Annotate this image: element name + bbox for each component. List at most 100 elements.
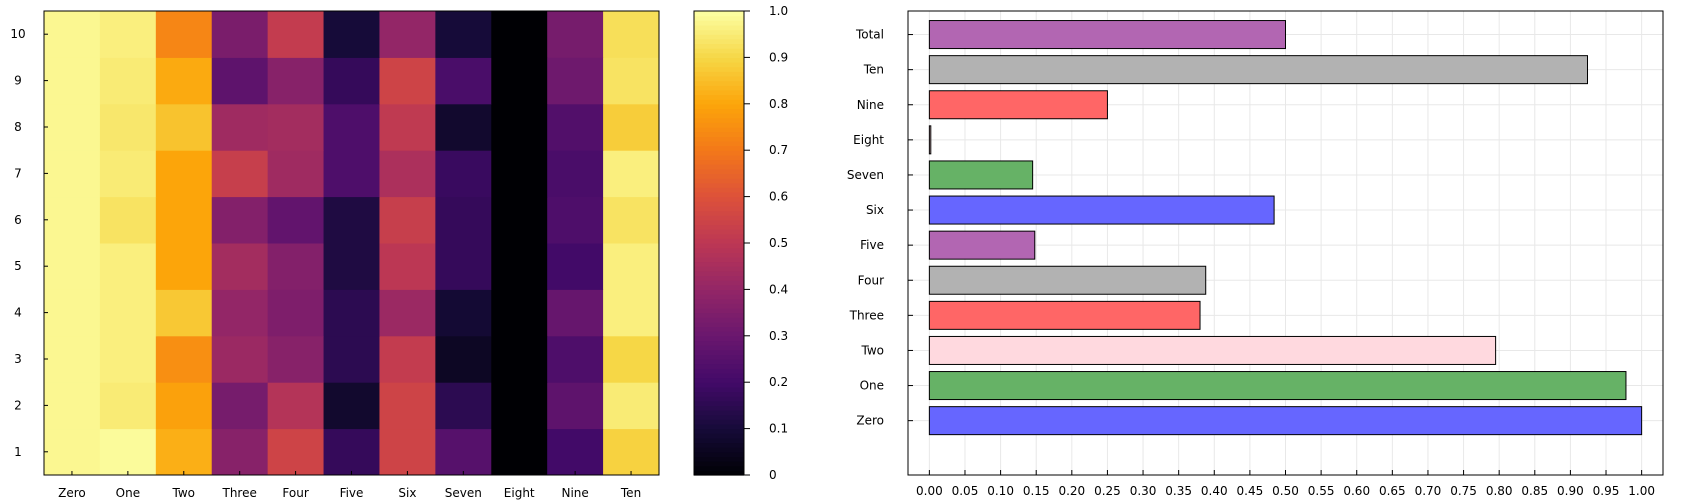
heatmap-cell xyxy=(267,428,325,476)
bar-y-tick-label: Two xyxy=(861,343,885,357)
colorbar-strip xyxy=(694,349,744,355)
heatmap-cell xyxy=(491,11,548,58)
heatmap-cell xyxy=(547,150,604,198)
heatmap-cell xyxy=(603,103,660,151)
bar xyxy=(928,230,1036,260)
heatmap-cell xyxy=(379,103,436,151)
heatmap-cell xyxy=(435,428,492,476)
heatmap-cell xyxy=(323,335,380,383)
heatmap-cell xyxy=(44,382,101,430)
heatmap-cell xyxy=(44,103,101,151)
colorbar-strip xyxy=(694,164,744,170)
heatmap-cell xyxy=(547,11,604,58)
colorbar-tick-label: 0 xyxy=(769,468,777,482)
colorbar-strip xyxy=(694,224,744,230)
heatmap-cell xyxy=(267,103,325,151)
colorbar-strip xyxy=(694,94,744,100)
bar xyxy=(928,90,1108,120)
heatmap-cell xyxy=(323,243,380,290)
bar xyxy=(928,371,1627,401)
heatmap-y-tick-label: 7 xyxy=(14,166,22,180)
colorbar-strip xyxy=(694,243,744,249)
colorbar-strip xyxy=(694,145,744,151)
colorbar-strip xyxy=(694,437,744,444)
colorbar-strip xyxy=(694,80,744,86)
colorbar-strip xyxy=(694,451,744,458)
bar-x-tick-label: 0.30 xyxy=(1130,484,1157,498)
bar-x-tick-label: 0.65 xyxy=(1379,484,1406,498)
colorbar-strip xyxy=(694,99,744,105)
heatmap-cell xyxy=(547,196,604,244)
heatmap-y-tick-label: 2 xyxy=(14,398,22,412)
heatmap-cell xyxy=(491,150,548,198)
heatmap-cell xyxy=(267,196,325,244)
heatmap-cell xyxy=(267,150,325,198)
heatmap-cell xyxy=(491,382,548,430)
heatmap-y-tick-label: 6 xyxy=(14,213,22,227)
heatmap-cell xyxy=(547,243,604,290)
colorbar-strip xyxy=(694,108,744,114)
heatmap-cell xyxy=(44,11,101,58)
colorbar-strip xyxy=(694,410,744,416)
bar-x-tick-label: 0.25 xyxy=(1094,484,1121,498)
bar-x-tick-label: 0.50 xyxy=(1272,484,1299,498)
colorbar-strip xyxy=(694,136,744,142)
bar-x-tick-label: 0.10 xyxy=(987,484,1014,498)
colorbar-strip xyxy=(694,294,744,300)
heatmap-cell xyxy=(435,335,492,383)
bar-x-tick-label: 0.70 xyxy=(1415,484,1442,498)
heatmap-y-tick-label: 8 xyxy=(14,120,22,134)
bar-y-tick-label: Nine xyxy=(857,98,884,112)
heatmap-cell xyxy=(99,57,157,105)
heatmap-cell xyxy=(603,428,660,476)
heatmap-x-tick-label: One xyxy=(116,486,140,500)
colorbar-strip xyxy=(694,280,744,286)
colorbar-strip xyxy=(694,182,744,188)
heatmap-x-tick-label: Four xyxy=(282,486,308,500)
heatmap-cell xyxy=(211,243,269,290)
bar-chart: Zero One Two Three Four Five Six Seven Eight Nine… xyxy=(847,10,1664,498)
heatmap-cell xyxy=(491,289,548,337)
heatmap-x-tick-label: Ten xyxy=(620,486,641,500)
heatmap-cell xyxy=(435,57,492,105)
heatmap-y-tick-label: 3 xyxy=(14,352,22,366)
colorbar-strip xyxy=(694,252,744,258)
colorbar-strip xyxy=(694,321,744,328)
colorbar-strip xyxy=(694,414,744,420)
heatmap-cell xyxy=(603,196,660,244)
bar-x-tick-label: 0.90 xyxy=(1557,484,1584,498)
bar-x-tick-label: 0.40 xyxy=(1201,484,1228,498)
heatmap-cell xyxy=(155,335,213,383)
heatmap-cell xyxy=(44,289,101,337)
colorbar-strip xyxy=(694,465,744,471)
heatmap-cell xyxy=(547,289,604,337)
colorbar-tick-label: 0.6 xyxy=(769,190,788,204)
heatmap-cell xyxy=(323,103,380,151)
heatmap-cell xyxy=(211,103,269,151)
colorbar-strip xyxy=(694,201,744,207)
heatmap-x-tick-label: Three xyxy=(221,486,256,500)
colorbar-strip xyxy=(694,196,744,202)
colorbar-tick-label: 0.4 xyxy=(769,282,788,296)
heatmap-cell xyxy=(547,335,604,383)
heatmap-cell xyxy=(435,382,492,430)
heatmap-cell xyxy=(211,11,269,58)
heatmap-cell xyxy=(547,57,604,105)
heatmap-cell xyxy=(603,382,660,430)
colorbar-strip xyxy=(694,62,744,68)
heatmap-cell xyxy=(323,289,380,337)
colorbar-strip xyxy=(694,38,744,45)
colorbar-tick-label: 0.8 xyxy=(769,97,788,111)
heatmap-cell xyxy=(603,335,660,383)
colorbar-strip xyxy=(694,159,744,165)
colorbar-strip xyxy=(694,423,744,430)
heatmap-cell xyxy=(99,103,157,151)
colorbar-strip xyxy=(694,191,744,198)
heatmap-cell xyxy=(99,428,157,476)
colorbar-strip xyxy=(694,284,744,290)
bar-y-tick-label: Three xyxy=(849,308,884,322)
bar xyxy=(928,265,1207,295)
heatmap-cell xyxy=(44,196,101,244)
colorbar-strip xyxy=(694,57,744,63)
bar-x-tick-label: 0.95 xyxy=(1593,484,1620,498)
